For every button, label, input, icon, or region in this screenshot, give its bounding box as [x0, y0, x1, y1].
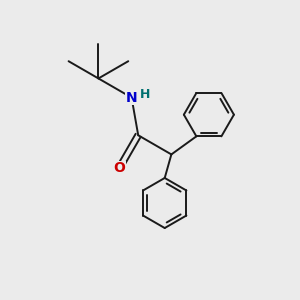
- Text: H: H: [140, 88, 150, 101]
- Text: N: N: [126, 91, 137, 105]
- Text: O: O: [113, 161, 125, 176]
